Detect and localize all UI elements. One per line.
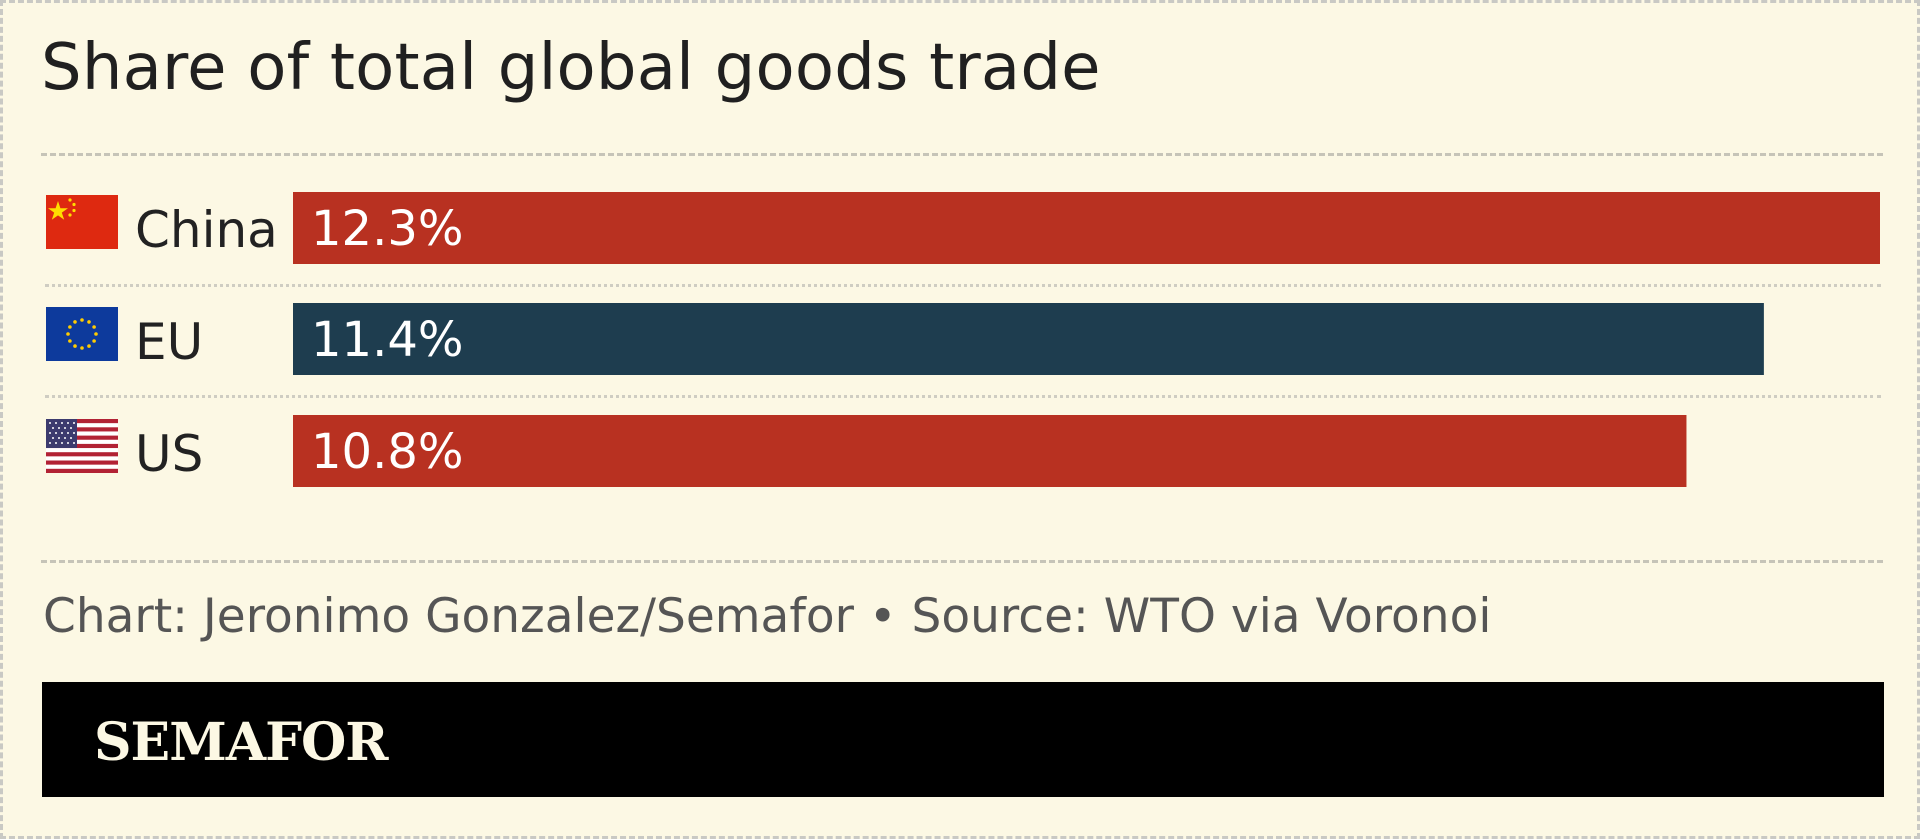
- row-label-eu: EU: [135, 313, 204, 371]
- bar-value-label-us: 10.8%: [311, 424, 463, 480]
- row-label-china: China: [135, 201, 278, 259]
- brand-bar: SEMAFOR: [42, 682, 1884, 797]
- china-flag-icon: [46, 195, 118, 249]
- bar-eu: [293, 303, 1764, 375]
- bar-china: [293, 192, 1880, 264]
- eu-flag-icon: [46, 307, 118, 361]
- row-divider: [45, 395, 1881, 398]
- chart-credit: Chart: Jeronimo Gonzalez/Semafor • Sourc…: [43, 589, 1492, 644]
- header-divider: [41, 153, 1883, 156]
- row-label-us: US: [135, 425, 204, 483]
- semafor-logo: SEMAFOR: [94, 712, 389, 773]
- bar-value-label-china: 12.3%: [311, 201, 463, 257]
- chart-title: Share of total global goods trade: [41, 31, 1101, 105]
- us-flag-icon: [46, 419, 118, 473]
- row-divider: [45, 284, 1881, 287]
- bar-chart: 12.3% 11.4% 10.8%: [293, 192, 1880, 487]
- bar-us: [293, 415, 1687, 487]
- footer-divider: [41, 560, 1883, 563]
- bar-value-label-eu: 11.4%: [311, 312, 463, 368]
